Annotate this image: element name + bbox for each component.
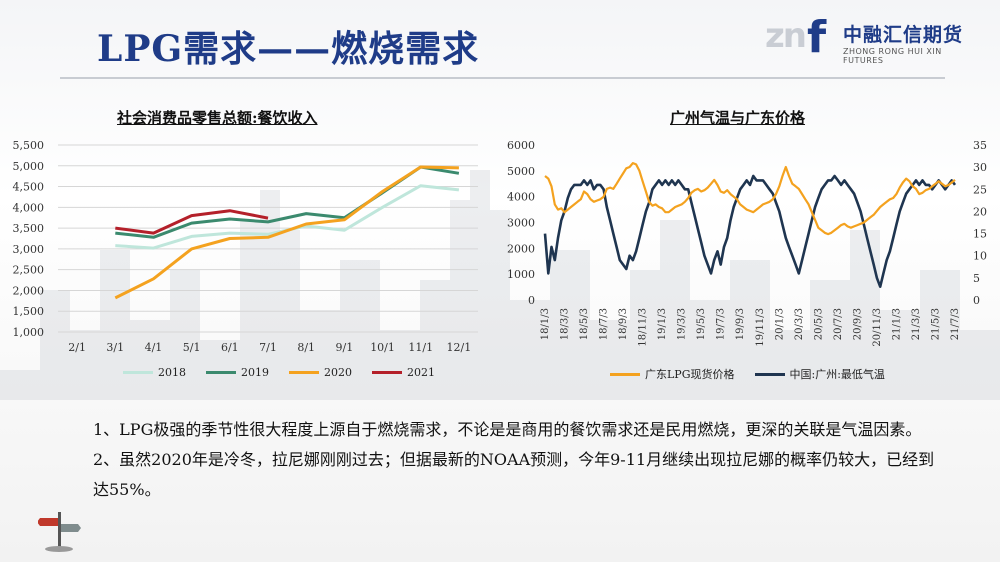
legend-item-min-temp: 中国:广州:最低气温: [754, 366, 885, 382]
header: LPG需求——燃烧需求 zn f 中融汇信期货 ZHONG RONG HUI X…: [0, 0, 1000, 80]
chart2-legend: 广东LPG现货价格 中国:广州:最低气温: [610, 366, 885, 382]
chart2-x-tick-label: 19/11/3: [755, 308, 766, 347]
chart1-y-tick-label: 5,500: [13, 139, 45, 152]
chart2-x-tick-label: 20/11/3: [872, 308, 883, 347]
chart1-series-line-2021: [115, 209, 269, 235]
company-logo: zn f 中融汇信期货 ZHONG RONG HUI XIN FUTURES: [765, 12, 975, 65]
chart2-x-tick-label: 18/1/3: [540, 308, 551, 340]
chart2-x-tick-label: 20/7/3: [833, 308, 844, 340]
chart2-y-right-tick-label: 35: [973, 139, 987, 152]
chart2-x-tick-label: 19/7/3: [716, 308, 727, 340]
chart2-x-tick-label: 21/7/3: [950, 308, 961, 340]
chart2-x-tick-label: 19/3/3: [677, 308, 688, 340]
legend-item-2018: 2018: [123, 366, 186, 379]
chart1-x-tick-label: 7/1: [259, 341, 277, 354]
chart2-x-tick-label: 19/1/3: [657, 308, 668, 340]
chart2-x-tick-label: 21/3/3: [911, 308, 922, 340]
chart1-y-tick-label: 2,500: [13, 264, 45, 277]
chart2-y-right-tick-label: 0: [973, 294, 980, 307]
chart2-temperature-vs-price: 0 1000 2000 3000 4000 5000 6000 0 5 10 15 20 25 30 35 1…: [507, 139, 987, 347]
legend-item-2021: 2021: [372, 366, 435, 379]
logo-name-cn: 中融汇信期货: [843, 24, 964, 46]
chart2-y-left-tick-label: 2000: [507, 242, 535, 255]
legend-item-2019: 2019: [206, 366, 269, 379]
note-paragraph-2: 2、虽然2020年是冷冬，拉尼娜刚刚过去；但据最新的NOAA预测，今年9-11月…: [93, 450, 935, 499]
chart1-x-tick-label: 9/1: [336, 341, 354, 354]
chart1-title: 社会消费品零售总额:餐饮收入: [117, 109, 318, 127]
chart2-y-left-tick-label: 1000: [507, 268, 535, 281]
chart2-y-left-tick-label: 5000: [507, 165, 535, 178]
analysis-notes: 1、LPG极强的季节性很大程度上源自于燃烧需求，不论是是商用的餐饮需求还是民用燃…: [93, 415, 943, 505]
legend-item-lpg-price: 广东LPG现货价格: [610, 366, 735, 382]
city-skyline-background: [0, 170, 1000, 400]
chart2-y-left-tick-label: 6000: [507, 139, 535, 152]
chart2-x-tick-label: 21/5/3: [931, 308, 942, 340]
chart2-x-tick-label: 18/11/3: [638, 308, 649, 347]
chart2-x-tick-label: 18/9/3: [618, 308, 629, 340]
legend-item-2020: 2020: [289, 366, 352, 379]
chart2-x-tick-label: 20/3/3: [794, 308, 805, 340]
chart1-y-tick-label: 5,000: [13, 160, 45, 173]
chart1-y-tick-label: 4,000: [13, 201, 45, 214]
chart2-y-left-tick-label: 0: [528, 294, 535, 307]
chart2-x-tick-label: 19/5/3: [696, 308, 707, 340]
chart1-y-tick-label: 3,500: [13, 222, 45, 235]
chart2-y-left-tick-label: 4000: [507, 191, 535, 204]
page-title: LPG需求——燃烧需求: [97, 28, 480, 70]
chart1-x-tick-label: 4/1: [145, 341, 163, 354]
chart2-y-right-tick-label: 30: [973, 161, 987, 174]
chart2-x-tick-label: 18/3/3: [560, 308, 571, 340]
chart1-x-tick-label: 11/1: [408, 341, 433, 354]
chart2-x-tick-label: 20/9/3: [852, 308, 863, 340]
chart2-x-tick-label: 20/1/3: [774, 308, 785, 340]
logo-mark: zn: [765, 16, 807, 56]
chart2-series-line-min-temp: [543, 174, 957, 288]
logo-name-en: ZHONG RONG HUI XIN FUTURES: [843, 47, 942, 65]
chart2-y-right-tick-label: 10: [973, 250, 987, 263]
chart1-y-tick-label: 3,000: [13, 243, 45, 256]
chart1-y-tick-label: 1,500: [13, 305, 45, 318]
chart1-x-tick-label: 8/1: [297, 341, 315, 354]
chart1-x-tick-label: 3/1: [106, 341, 124, 354]
chart2-x-tick-label: 20/5/3: [813, 308, 824, 340]
chart1-restaurant-revenue: 1,000 1,500 2,000 2,500 3,000 3,500 4,000 4,500…: [13, 139, 478, 354]
chart1-x-tick-label: 6/1: [221, 341, 239, 354]
chart2-series-line-lpg-price: [544, 162, 956, 236]
chart2-x-tick-label: 21/1/3: [891, 308, 902, 340]
chart2-y-right-tick-label: 25: [973, 183, 987, 196]
chart1-x-tick-label: 10/1: [370, 341, 395, 354]
chart1-x-tick-label: 12/1: [447, 341, 472, 354]
signpost-icon: [38, 512, 81, 552]
chart2-x-tick-label: 19/9/3: [735, 308, 746, 340]
logo-f-glyph: f: [807, 12, 827, 63]
chart2-x-tick-label: 18/5/3: [579, 308, 590, 340]
chart1-y-tick-label: 1,000: [13, 326, 45, 339]
chart1-x-tick-label: 5/1: [183, 341, 201, 354]
chart1-series-line-2020: [114, 165, 459, 300]
chart1-y-tick-label: 2,000: [13, 284, 45, 297]
chart2-y-right-tick-label: 15: [973, 228, 987, 241]
note-paragraph-1: 1、LPG极强的季节性很大程度上源自于燃烧需求，不论是是商用的餐饮需求还是民用燃…: [93, 420, 922, 439]
chart1-y-tick-label: 4,500: [13, 181, 45, 194]
chart2-y-left-tick-label: 3000: [507, 217, 535, 230]
chart2-title: 广州气温与广东价格: [670, 109, 806, 127]
chart2-x-tick-label: 18/7/3: [599, 308, 610, 340]
chart2-y-right-tick-label: 20: [973, 205, 987, 218]
title-divider: [60, 77, 945, 79]
chart2-y-right-tick-label: 5: [973, 272, 980, 285]
chart1-x-tick-label: 2/1: [68, 341, 86, 354]
chart1-legend: 2018 2019 2020 2021: [123, 366, 435, 379]
